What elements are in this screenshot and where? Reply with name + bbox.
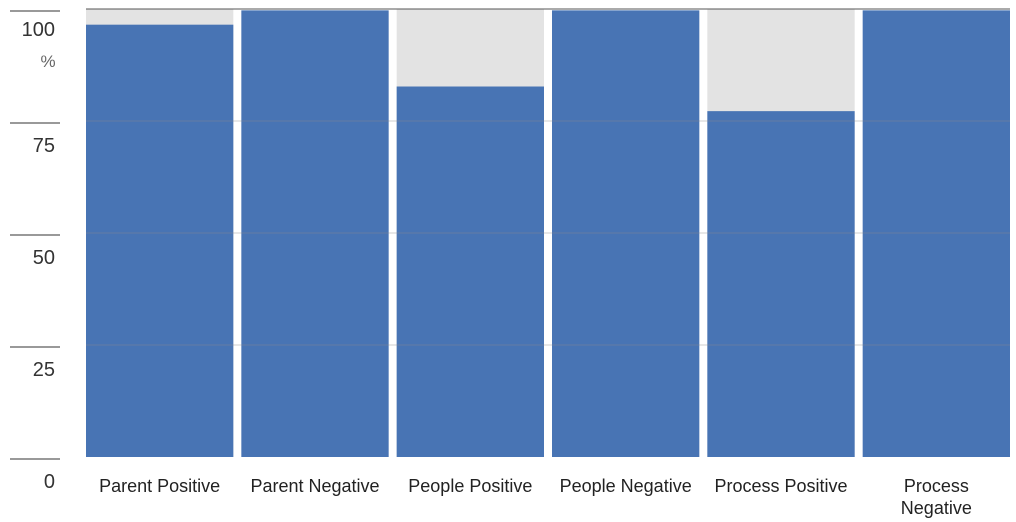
bars bbox=[86, 10, 1010, 458]
y-tick-label: 100 bbox=[22, 19, 55, 41]
x-axis: Parent Positive Parent Negative People Pos… bbox=[99, 476, 972, 518]
gridlines bbox=[86, 8, 1010, 346]
x-tick-label: Parent Negative bbox=[250, 476, 379, 496]
y-axis-unit-label: % bbox=[40, 52, 55, 71]
bar bbox=[396, 86, 544, 457]
bar bbox=[862, 10, 1010, 458]
bar bbox=[86, 24, 234, 458]
x-tick-label: Parent Positive bbox=[99, 476, 220, 496]
x-tick-label: People Positive bbox=[408, 476, 532, 496]
y-tick-label: 0 bbox=[44, 471, 55, 493]
x-tick-label: Process Negative bbox=[901, 476, 972, 518]
y-tick-label: 25 bbox=[33, 359, 55, 381]
y-tick-label: 50 bbox=[33, 247, 55, 269]
x-tick-label: People Negative bbox=[560, 476, 692, 496]
bar bbox=[241, 10, 389, 458]
y-tick-label: 75 bbox=[33, 135, 55, 157]
x-tick-label: Process Positive bbox=[714, 476, 847, 496]
bar bbox=[552, 10, 700, 458]
y-axis: 0 25 50 75 100 bbox=[10, 10, 60, 493]
bar bbox=[707, 111, 855, 458]
